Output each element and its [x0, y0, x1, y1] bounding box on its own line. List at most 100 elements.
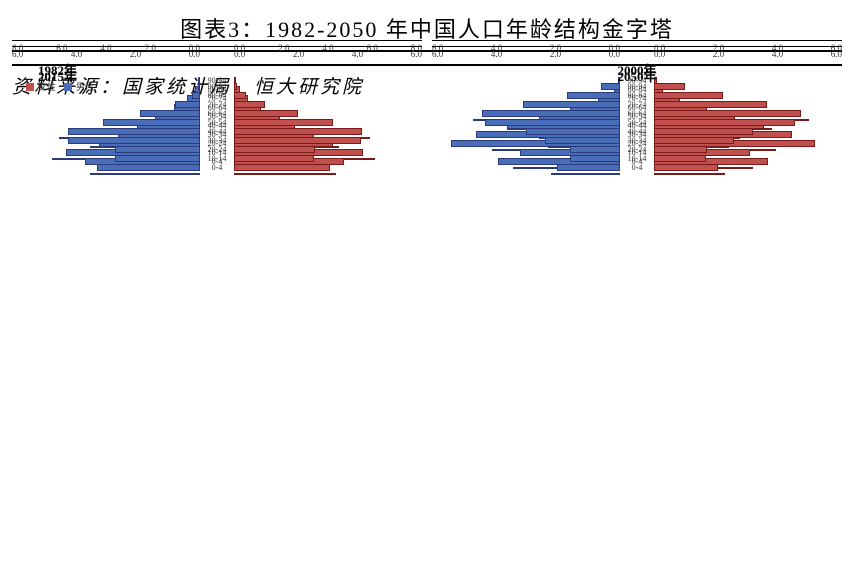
bar-female	[654, 83, 685, 90]
bar-male	[175, 101, 200, 108]
age-label: 80-84	[620, 91, 654, 100]
bar-female	[234, 110, 298, 117]
x-tick: 0.0	[234, 49, 245, 64]
bar-female	[234, 101, 265, 108]
age-label: 0-4	[200, 163, 234, 172]
bar-male	[115, 155, 200, 162]
bar-female	[654, 92, 723, 99]
bar-male	[68, 128, 200, 135]
age-label: 40-44	[200, 127, 234, 136]
pyramid-row: 30-34	[12, 136, 422, 145]
pyramid-row: 80-84	[12, 91, 422, 100]
x-tick: 4.0	[71, 49, 82, 64]
x-tick: 4.0	[352, 49, 363, 64]
x-tick: 0.0	[654, 49, 665, 64]
x-tick: 0.0	[189, 49, 200, 64]
pyramid-row: 20-24	[432, 145, 842, 154]
age-label: 10-14	[200, 154, 234, 163]
pyramid-row: 0-4	[12, 163, 422, 172]
pyramid-row: 40-44	[432, 127, 842, 136]
bar-female	[234, 83, 237, 90]
bar-female	[234, 164, 330, 171]
bar-male	[97, 164, 200, 171]
age-label: 20-24	[620, 145, 654, 154]
bar-male	[526, 128, 620, 135]
age-label: 80-84	[200, 91, 234, 100]
age-label: 50-54	[200, 118, 234, 127]
bar-male	[103, 119, 200, 126]
bar-male	[68, 137, 200, 144]
bar-female	[654, 137, 734, 144]
bar-female	[234, 92, 246, 99]
pyramid-row: 20-24	[12, 145, 422, 154]
x-tick: 2.0	[130, 49, 141, 64]
x-tick: 0.0	[609, 49, 620, 64]
x-tick: 2.0	[713, 49, 724, 64]
bar-male	[482, 110, 620, 117]
pyramid-row: 40-44	[12, 127, 422, 136]
bar-male	[601, 83, 620, 90]
age-label: 30-34	[200, 136, 234, 145]
pyramid-row: 60-64	[12, 109, 422, 118]
x-tick: 4.0	[491, 49, 502, 64]
bar-female	[654, 110, 801, 117]
pyramid-row: 0-4	[432, 163, 842, 172]
pyramid-row: 10-14	[432, 154, 842, 163]
bar-female	[234, 137, 361, 144]
bar-male	[115, 146, 200, 153]
age-label: 70-74	[620, 100, 654, 109]
bar-male	[90, 173, 200, 175]
pyramid-row: 30-34	[432, 136, 842, 145]
bar-female	[234, 155, 314, 162]
pyramid-row: 50-54	[432, 118, 842, 127]
pyramid-row: 90-94	[432, 82, 842, 91]
bar-male	[485, 119, 620, 126]
age-label: 30-34	[620, 136, 654, 145]
age-label: 50-54	[620, 118, 654, 127]
bar-male	[551, 173, 620, 175]
bar-female	[234, 146, 315, 153]
bar-male	[523, 101, 620, 108]
age-label: 10-14	[620, 154, 654, 163]
age-label: 20-24	[200, 145, 234, 154]
x-tick: 2.0	[550, 49, 561, 64]
bar-male	[570, 146, 620, 153]
x-tick: 6.0	[831, 49, 842, 64]
age-label: 90-94	[200, 82, 234, 91]
x-axis: 6.0 4.0 2.0 0.0 0.0 2.0 4.0 6.0	[12, 46, 422, 64]
x-axis: 6.0 4.0 2.0 0.0 0.0 2.0 4.0 6.0	[432, 46, 842, 64]
pyramid-row: 70-74	[12, 100, 422, 109]
age-label: 90-94	[620, 82, 654, 91]
x-tick: 6.0	[411, 49, 422, 64]
x-tick: 6.0	[12, 49, 23, 64]
bar-male	[567, 92, 620, 99]
age-label: 70-74	[200, 100, 234, 109]
bar-male	[557, 164, 620, 171]
bar-female	[654, 101, 767, 108]
pyramid-row: 70-74	[432, 100, 842, 109]
bar-male	[570, 155, 620, 162]
bar-female	[654, 128, 753, 135]
bar-female	[654, 164, 718, 171]
pyramid-row: 90-94	[12, 82, 422, 91]
bar-male	[192, 92, 200, 99]
age-label: 0-4	[620, 163, 654, 172]
bar-male	[140, 110, 200, 117]
x-tick: 2.0	[293, 49, 304, 64]
x-tick: 4.0	[772, 49, 783, 64]
bar-female	[234, 173, 336, 175]
pyramid-row: 80-84	[432, 91, 842, 100]
age-label: 60-64	[620, 109, 654, 118]
pyramid-row: 60-64	[432, 109, 842, 118]
panel-grid: 1982年女性男性90-9480-8470-7460-6450-5440-443…	[12, 52, 842, 64]
x-tick: 6.0	[432, 49, 443, 64]
bar-male	[545, 137, 620, 144]
pyramid-row: 10-14	[12, 154, 422, 163]
age-label: 60-64	[200, 109, 234, 118]
bar-female	[654, 119, 795, 126]
bar-female	[234, 119, 333, 126]
bar-female	[654, 155, 706, 162]
bar-female	[234, 128, 362, 135]
age-label: 40-44	[620, 127, 654, 136]
bar-female	[654, 173, 725, 175]
